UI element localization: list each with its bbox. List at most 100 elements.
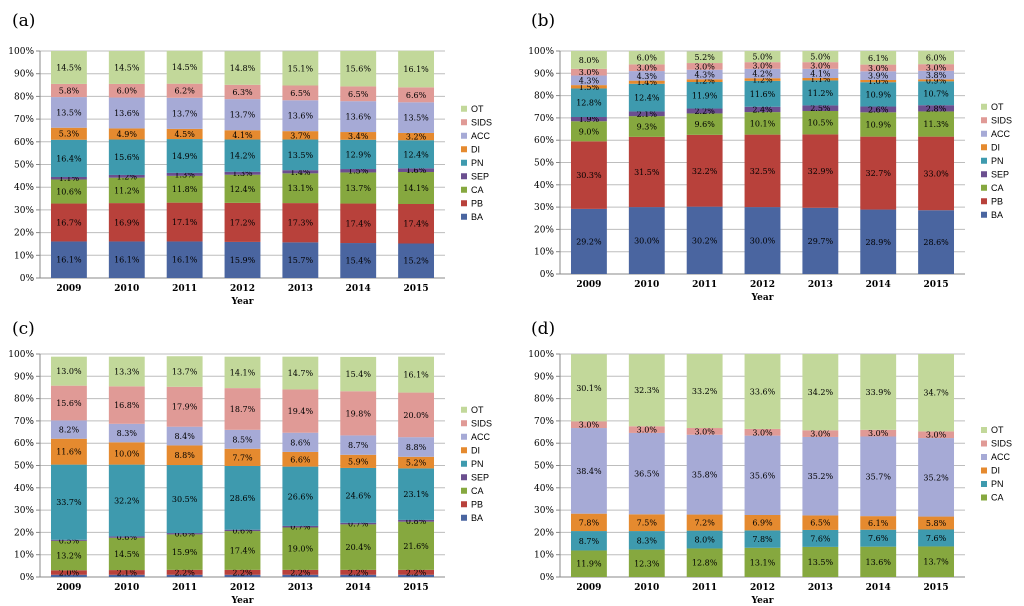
x-tick-label: 2012 bbox=[750, 583, 775, 593]
data-label: 14.5% bbox=[114, 550, 140, 559]
data-label: 33.6% bbox=[750, 387, 776, 396]
legend-swatch bbox=[981, 212, 987, 218]
x-tick-label: 2013 bbox=[808, 280, 833, 290]
data-label: 28.6% bbox=[230, 494, 256, 503]
y-tick-label: 0% bbox=[540, 270, 555, 280]
data-label: 11.8% bbox=[172, 185, 198, 194]
x-tick-label: 2009 bbox=[56, 583, 81, 593]
data-label: 32.3% bbox=[634, 386, 660, 395]
data-label: 7.8% bbox=[579, 518, 600, 527]
data-label: 18.7% bbox=[230, 405, 256, 414]
y-tick-label: 80% bbox=[534, 92, 554, 102]
x-tick-label: 2010 bbox=[114, 583, 139, 593]
panel-label: (b) bbox=[531, 11, 555, 31]
x-axis-title: Year bbox=[231, 297, 254, 307]
legend-swatch bbox=[461, 119, 467, 125]
x-tick-label: 2014 bbox=[346, 583, 371, 593]
y-tick-label: 10% bbox=[534, 551, 554, 561]
legend-label: CA bbox=[991, 493, 1004, 503]
data-label: 31.5% bbox=[634, 168, 660, 177]
data-label: 8.7% bbox=[348, 441, 369, 450]
data-label: 10.9% bbox=[866, 90, 892, 99]
y-tick-label: 0% bbox=[20, 274, 35, 284]
legend-label: SIDS bbox=[991, 115, 1012, 125]
data-label: 5.0% bbox=[752, 53, 773, 62]
data-label: 10.5% bbox=[808, 119, 834, 128]
data-label: 6.0% bbox=[117, 87, 138, 96]
legend-label: SIDS bbox=[471, 418, 492, 428]
x-tick-label: 2009 bbox=[576, 583, 601, 593]
x-tick-label: 2011 bbox=[692, 583, 717, 593]
data-label: 13.6% bbox=[346, 113, 372, 122]
data-label: 15.6% bbox=[114, 153, 140, 162]
y-tick-label: 50% bbox=[14, 462, 34, 472]
data-label: 3.0% bbox=[694, 427, 715, 436]
legend-swatch bbox=[461, 474, 467, 480]
legend-swatch bbox=[981, 117, 987, 123]
data-label: 8.0% bbox=[694, 536, 715, 545]
data-label: 30.3% bbox=[576, 171, 602, 180]
data-label: 10.7% bbox=[923, 89, 949, 98]
data-label: 30.1% bbox=[576, 384, 602, 393]
data-label: 11.9% bbox=[692, 91, 718, 100]
y-tick-label: 60% bbox=[14, 138, 34, 148]
y-tick-label: 20% bbox=[534, 528, 554, 538]
legend-swatch bbox=[981, 454, 987, 460]
legend-swatch bbox=[981, 427, 987, 433]
data-label: 6.1% bbox=[868, 54, 889, 63]
data-label: 3.2% bbox=[406, 133, 427, 142]
y-tick-label: 40% bbox=[534, 181, 554, 191]
x-tick-label: 2014 bbox=[346, 284, 371, 294]
data-label: 6.6% bbox=[290, 455, 311, 464]
data-label: 7.6% bbox=[868, 534, 889, 543]
y-tick-label: 40% bbox=[14, 484, 34, 494]
data-label: 16.4% bbox=[56, 154, 82, 163]
data-label: 16.1% bbox=[172, 256, 198, 265]
data-label: 13.1% bbox=[750, 558, 776, 567]
y-tick-label: 20% bbox=[14, 229, 34, 239]
data-label: 8.7% bbox=[579, 537, 600, 546]
data-label: 14.9% bbox=[172, 152, 198, 161]
data-label: 21.6% bbox=[403, 542, 429, 551]
y-tick-label: 30% bbox=[14, 506, 34, 516]
legend-label: ACC bbox=[471, 432, 491, 442]
y-tick-label: 90% bbox=[534, 372, 554, 382]
data-label: 38.4% bbox=[576, 467, 602, 476]
data-label: 9.6% bbox=[694, 120, 715, 129]
y-tick-label: 30% bbox=[14, 206, 34, 216]
data-label: 11.2% bbox=[114, 186, 140, 195]
data-label: 5.9% bbox=[348, 457, 369, 466]
data-label: 13.5% bbox=[403, 114, 429, 123]
legend-swatch bbox=[981, 171, 987, 177]
data-label: 35.7% bbox=[866, 472, 892, 481]
data-label: 17.9% bbox=[172, 403, 198, 412]
legend-label: OT bbox=[991, 425, 1004, 435]
data-label: 20.0% bbox=[403, 411, 429, 420]
data-label: 6.0% bbox=[637, 54, 658, 63]
data-label: 8.3% bbox=[637, 536, 658, 545]
data-label: 10.9% bbox=[866, 120, 892, 129]
data-label: 4.2% bbox=[752, 70, 773, 79]
data-label: 8.6% bbox=[290, 438, 311, 447]
data-label: 19.4% bbox=[288, 407, 314, 416]
data-label: 17.2% bbox=[230, 218, 256, 227]
data-label: 12.8% bbox=[576, 99, 602, 108]
data-label: 7.8% bbox=[752, 535, 773, 544]
data-label: 2.6% bbox=[868, 105, 889, 114]
data-label: 9.0% bbox=[579, 127, 600, 136]
data-label: 2.5% bbox=[810, 104, 831, 113]
chart-panel: (a)0%10%20%30%40%50%60%70%80%90%100%16.1… bbox=[8, 11, 492, 307]
legend-label: PN bbox=[991, 479, 1004, 489]
y-tick-label: 70% bbox=[534, 114, 554, 124]
panel-label: (c) bbox=[12, 319, 35, 339]
y-tick-label: 90% bbox=[534, 69, 554, 79]
data-label: 8.5% bbox=[232, 435, 253, 444]
data-label: 12.9% bbox=[346, 150, 372, 159]
data-label: 14.5% bbox=[114, 63, 140, 72]
data-label: 3.4% bbox=[348, 132, 369, 141]
legend-label: PN bbox=[991, 156, 1004, 166]
data-label: 13.7% bbox=[172, 109, 198, 118]
data-label: 14.8% bbox=[230, 64, 256, 73]
data-label: 17.4% bbox=[403, 220, 429, 229]
data-label: 7.6% bbox=[810, 534, 831, 543]
